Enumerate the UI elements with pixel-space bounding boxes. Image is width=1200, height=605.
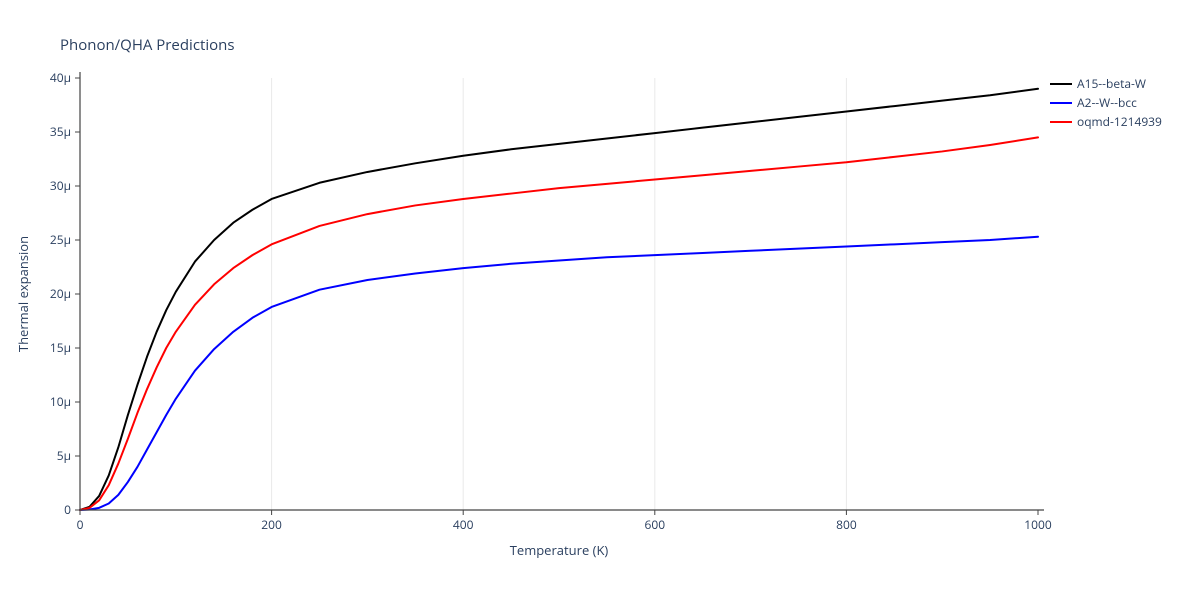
y-tick-label: 35μ bbox=[50, 123, 71, 140]
series-line bbox=[80, 89, 1038, 510]
y-tick-label: 5μ bbox=[57, 447, 71, 464]
chart-container: 0 200 400 600 800 1000 0 5μ 10μ 15μ 20μ 25μ 30μ 35μ 40… bbox=[0, 0, 1200, 600]
x-tick-label: 1000 bbox=[1024, 516, 1052, 533]
legend-label[interactable]: oqmd-1214939 bbox=[1077, 113, 1162, 130]
y-tick-label: 0 bbox=[64, 501, 71, 518]
x-tick-label: 200 bbox=[261, 516, 282, 533]
x-tick-label: 400 bbox=[453, 516, 474, 533]
y-tick-label: 25μ bbox=[50, 231, 71, 248]
y-tick-label: 40μ bbox=[50, 69, 71, 86]
series-line bbox=[80, 237, 1038, 510]
x-tick-label: 0 bbox=[77, 516, 84, 533]
x-tick-label: 800 bbox=[836, 516, 857, 533]
series-line bbox=[80, 137, 1038, 510]
legend-label[interactable]: A2--W--bcc bbox=[1077, 94, 1137, 111]
x-axis-label: Temperature (K) bbox=[510, 541, 609, 559]
y-tick-label: 30μ bbox=[50, 177, 71, 194]
legend-label[interactable]: A15--beta-W bbox=[1077, 75, 1146, 92]
y-tick-label: 20μ bbox=[50, 285, 71, 302]
y-tick-label: 10μ bbox=[50, 393, 71, 410]
x-tick-label: 600 bbox=[645, 516, 666, 533]
y-axis-label: Thermal expansion bbox=[14, 236, 32, 352]
chart-svg: 0 200 400 600 800 1000 0 5μ 10μ 15μ 20μ 25μ 30μ 35μ 40… bbox=[0, 0, 1200, 600]
y-tick-label: 15μ bbox=[50, 339, 71, 356]
